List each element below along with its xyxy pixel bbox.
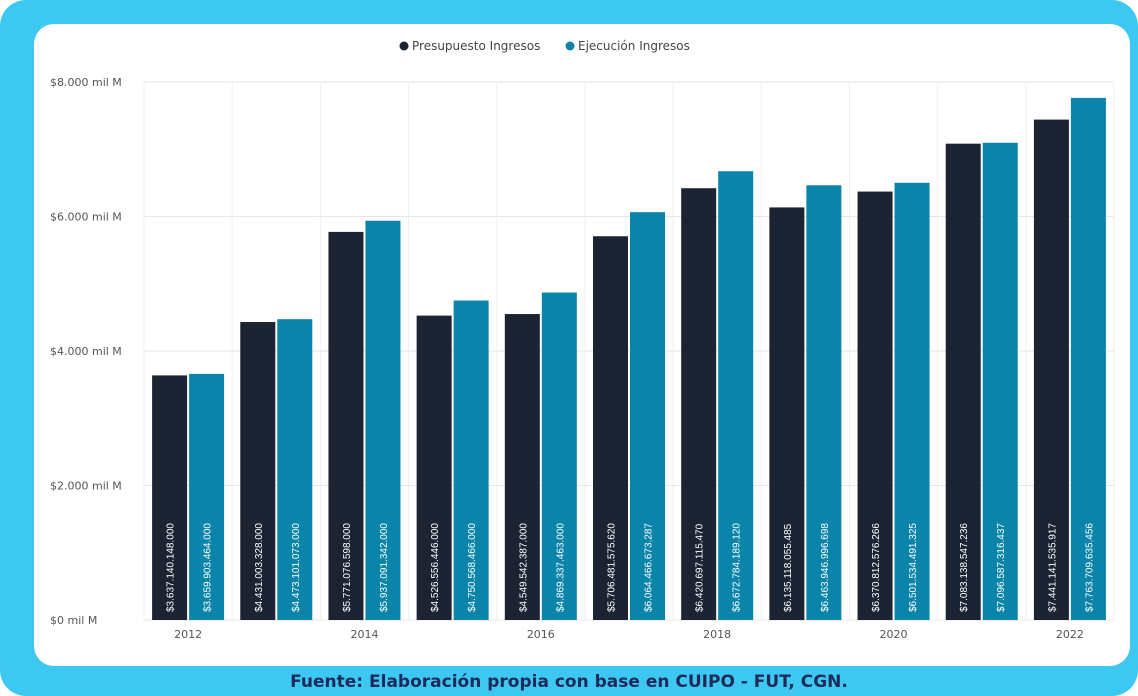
legend-marker bbox=[399, 41, 409, 51]
x-tick-label: 2012 bbox=[174, 628, 202, 641]
bar-data-label: $6.501.534.491.325 bbox=[908, 523, 919, 612]
bar-ejecucion bbox=[189, 373, 225, 620]
bar-data-label: $6.672.784.189.120 bbox=[732, 523, 743, 612]
bar-data-label: $5.771.076.598.000 bbox=[342, 523, 353, 612]
bar-data-label: $3.659.903.464.000 bbox=[203, 523, 214, 612]
legend-label: Ejecución Ingresos bbox=[578, 39, 690, 53]
y-tick-label: $6.000 mil M bbox=[50, 211, 122, 224]
bar-data-label: $4.750.568.466.000 bbox=[467, 523, 478, 612]
bar-presupuesto bbox=[681, 188, 717, 620]
bar-presupuesto bbox=[152, 375, 188, 620]
y-tick-label: $8.000 mil M bbox=[50, 76, 122, 89]
y-tick-label: $4.000 mil M bbox=[50, 345, 122, 358]
bar-chart: $0 mil M $2.000 mil M $4.000 mil M $6.000 m… bbox=[50, 39, 1115, 641]
bar-data-label: $6.370.812.576.266 bbox=[871, 523, 882, 612]
bar-ejecucion bbox=[630, 212, 665, 620]
bar-presupuesto bbox=[945, 143, 981, 620]
legend-marker bbox=[565, 41, 575, 51]
x-tick-label: 2014 bbox=[350, 628, 378, 641]
bar-presupuesto bbox=[416, 315, 452, 620]
bar-data-label: $7.441.141.535.917 bbox=[1047, 523, 1058, 612]
bar-data-label: $7.763.709.635.456 bbox=[1084, 523, 1095, 612]
bar-data-label: $4.473.101.073.000 bbox=[291, 523, 302, 612]
bar-ejecucion bbox=[894, 182, 930, 621]
bar-data-label: $6.064.466.673.287 bbox=[644, 523, 655, 612]
bar-data-label: $7.083.138.547.236 bbox=[959, 523, 970, 612]
bar-data-label: $5.706.481.575.620 bbox=[607, 523, 618, 612]
y-tick-label: $0 mil M bbox=[50, 614, 97, 627]
x-tick-label: 2016 bbox=[527, 628, 555, 641]
bar-data-label: $4.869.337.463.000 bbox=[555, 523, 566, 612]
x-tick-label: 2020 bbox=[880, 628, 908, 641]
bar-data-label: $4.431.003.328.000 bbox=[254, 523, 265, 612]
legend-label: Presupuesto Ingresos bbox=[412, 39, 540, 53]
bar-ejecucion bbox=[541, 292, 577, 620]
bar-ejecucion bbox=[365, 220, 401, 621]
bar-data-label: $6.420.697.115.470 bbox=[695, 523, 706, 612]
bar-presupuesto bbox=[504, 314, 540, 620]
bar-presupuesto bbox=[593, 236, 628, 620]
bar-data-label: $5.937.091.342.000 bbox=[379, 523, 390, 612]
bar-data-label: $6.463.946.996.698 bbox=[820, 523, 831, 612]
bar-data-label: $7.096.587.316.437 bbox=[996, 523, 1007, 612]
bar-data-label: $4.549.542.387.000 bbox=[518, 523, 529, 612]
bar-presupuesto bbox=[328, 231, 364, 621]
bar-data-label: $4.526.556.446.000 bbox=[430, 523, 441, 612]
x-tick-label: 2018 bbox=[703, 628, 731, 641]
bar-data-label: $3.637.140.148.000 bbox=[166, 523, 177, 612]
bar-ejecucion bbox=[806, 185, 842, 620]
bar-ejecucion bbox=[982, 142, 1018, 620]
bar-ejecucion bbox=[718, 171, 754, 621]
bar-presupuesto bbox=[857, 191, 893, 620]
bar-ejecucion bbox=[453, 300, 489, 620]
bar-data-label: $6.135.118.055.485 bbox=[783, 523, 794, 612]
source-caption: Fuente: Elaboración propia con base en C… bbox=[290, 672, 848, 692]
y-tick-label: $2.000 mil M bbox=[50, 480, 122, 493]
bar-presupuesto bbox=[1033, 119, 1069, 621]
bar-ejecucion bbox=[1070, 97, 1106, 621]
bar-presupuesto bbox=[769, 207, 805, 620]
chart-panel: $0 mil M $2.000 mil M $4.000 mil M $6.000 m… bbox=[34, 24, 1130, 666]
x-tick-label: 2022 bbox=[1056, 628, 1084, 641]
bar-ejecucion bbox=[277, 319, 313, 620]
bar-presupuesto bbox=[240, 322, 276, 620]
